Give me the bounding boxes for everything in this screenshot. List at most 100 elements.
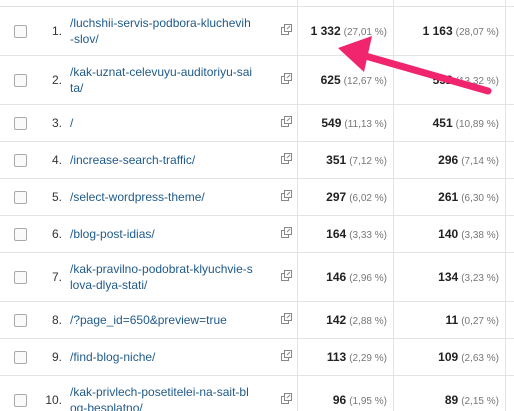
index-text: 10. xyxy=(45,393,62,407)
url-cell: /?page_id=650&preview=true xyxy=(70,301,275,339)
checkbox-cell xyxy=(0,375,40,411)
index-text: 6. xyxy=(51,227,62,241)
table-top-edge xyxy=(0,0,514,7)
pageviews-value: 164 xyxy=(326,227,347,241)
url-cell: /luchshii-servis-podbora-kluchevih -slov/ xyxy=(70,6,275,56)
pageviews-percent: (2,96 %) xyxy=(349,273,387,284)
pageviews-value: 297 xyxy=(326,190,347,204)
unique-cell: 296 (7,14 %) xyxy=(393,141,506,179)
unique-percent: (3,23 %) xyxy=(461,273,499,284)
index-text: 7. xyxy=(51,270,62,284)
row-checkbox[interactable] xyxy=(13,74,27,88)
row-index: 4. xyxy=(40,141,70,179)
pageviews-percent: (12,67 %) xyxy=(343,76,387,87)
open-link-icon[interactable] xyxy=(280,73,292,84)
unique-cell: 451 (10,89 %) xyxy=(393,104,506,142)
page-url-line[interactable]: -slov/ xyxy=(70,32,99,46)
pageviews-value: 142 xyxy=(326,313,347,327)
open-link-icon[interactable] xyxy=(280,313,292,324)
open-link-icon[interactable] xyxy=(280,270,292,281)
pageviews-cell: 113 (2,29 %) xyxy=(297,338,394,376)
table-row: 6./blog-post-idias/164 (3,33 %) 140 (3,38 %… xyxy=(0,215,514,253)
pageviews-value: 625 xyxy=(320,73,341,87)
open-link-cell xyxy=(275,104,298,142)
unique-value: 296 xyxy=(438,153,459,167)
unique-percent: (10,89 %) xyxy=(455,119,499,130)
page-url-line[interactable]: /?page_id=650&preview=true xyxy=(70,313,227,327)
page-url-line[interactable]: /kak-uznat-celevuyu-auditoriyu-sai xyxy=(70,65,253,79)
pageviews-cell: 625 (12,67 %) xyxy=(297,55,394,105)
index-text: 3. xyxy=(51,116,62,130)
pageviews-value: 96 xyxy=(332,393,347,407)
row-index: 8. xyxy=(40,301,70,339)
row-checkbox[interactable] xyxy=(13,314,27,328)
pageviews-value: 1 332 xyxy=(310,24,341,38)
open-link-cell xyxy=(275,215,298,253)
page-url-line[interactable]: lova-dlya-stati/ xyxy=(70,278,148,292)
row-index: 5. xyxy=(40,178,70,216)
open-link-icon[interactable] xyxy=(280,24,292,35)
row-checkbox[interactable] xyxy=(13,394,27,408)
row-checkbox[interactable] xyxy=(13,228,27,242)
pageviews-cell: 142 (2,88 %) xyxy=(297,301,394,339)
open-link-cell xyxy=(275,338,298,376)
table-row: 4./increase-search-traffic/351 (7,12 %) 29… xyxy=(0,141,514,179)
unique-value: 1 163 xyxy=(422,24,453,38)
edge-cell xyxy=(505,338,514,376)
index-text: 5. xyxy=(51,190,62,204)
checkbox-cell xyxy=(0,6,40,56)
row-checkbox[interactable] xyxy=(13,351,27,365)
open-link-icon[interactable] xyxy=(280,227,292,238)
unique-percent: (7,14 %) xyxy=(461,156,499,167)
page-url-line[interactable]: /select-wordpress-theme/ xyxy=(70,190,205,204)
index-text: 8. xyxy=(51,313,62,327)
table-row: 3. / 549 (11,13 %) 451 (10,89 %) xyxy=(0,104,514,142)
unique-percent: (0,27 %) xyxy=(461,316,499,327)
page-url-line[interactable]: og-besplatno/ xyxy=(70,401,143,411)
open-link-cell xyxy=(275,252,298,302)
row-checkbox[interactable] xyxy=(13,25,27,39)
checkbox-cell xyxy=(0,252,40,302)
open-link-cell xyxy=(275,6,298,56)
pageviews-cell: 351 (7,12 %) xyxy=(297,141,394,179)
page-url-line[interactable]: /blog-post-idias/ xyxy=(70,227,155,241)
open-link-cell xyxy=(275,301,298,339)
page-url-line[interactable]: /kak-pravilno-podobrat-klyuchvie-s xyxy=(70,262,253,276)
unique-cell: 1 163 (28,07 %) xyxy=(393,6,506,56)
unique-value: 11 xyxy=(445,313,459,327)
page-url-line[interactable]: ta/ xyxy=(70,81,84,95)
open-link-icon[interactable] xyxy=(280,350,292,361)
table-row: 10. /kak-privlech-posetitelei-na-sait-bl o… xyxy=(0,375,514,411)
edge-cell xyxy=(505,6,514,56)
page-url-line[interactable]: /kak-privlech-posetitelei-na-sait-bl xyxy=(70,385,249,399)
page-url-line[interactable]: /find-blog-niche/ xyxy=(70,350,156,364)
url-cell: /kak-privlech-posetitelei-na-sait-bl og-b… xyxy=(70,375,275,411)
pageviews-value: 146 xyxy=(326,270,347,284)
open-link-icon[interactable] xyxy=(280,153,292,164)
checkbox-cell xyxy=(0,338,40,376)
index-text: 2. xyxy=(51,73,62,87)
url-cell: /increase-search-traffic/ xyxy=(70,141,275,179)
url-cell: /kak-pravilno-podobrat-klyuchvie-s lova-d… xyxy=(70,252,275,302)
row-checkbox[interactable] xyxy=(13,191,27,205)
page-url-line[interactable]: /increase-search-traffic/ xyxy=(70,153,196,167)
pageviews-percent: (3,33 %) xyxy=(349,230,387,241)
unique-percent: (6,30 %) xyxy=(461,193,499,204)
unique-cell: 109 (2,63 %) xyxy=(393,338,506,376)
row-index: 9. xyxy=(40,338,70,376)
open-link-icon[interactable] xyxy=(280,116,292,127)
row-checkbox[interactable] xyxy=(13,117,27,131)
edge-cell xyxy=(505,215,514,253)
row-checkbox[interactable] xyxy=(13,154,27,168)
row-checkbox[interactable] xyxy=(13,271,27,285)
open-link-icon[interactable] xyxy=(280,190,292,201)
unique-percent: (2,63 %) xyxy=(461,353,499,364)
open-link-icon[interactable] xyxy=(280,393,292,404)
page-url-line[interactable]: /luchshii-servis-podbora-kluchevih xyxy=(70,16,251,30)
edge-cell xyxy=(505,301,514,339)
pageviews-cell: 549 (11,13 %) xyxy=(297,104,394,142)
page-url-line[interactable]: / xyxy=(70,116,74,130)
